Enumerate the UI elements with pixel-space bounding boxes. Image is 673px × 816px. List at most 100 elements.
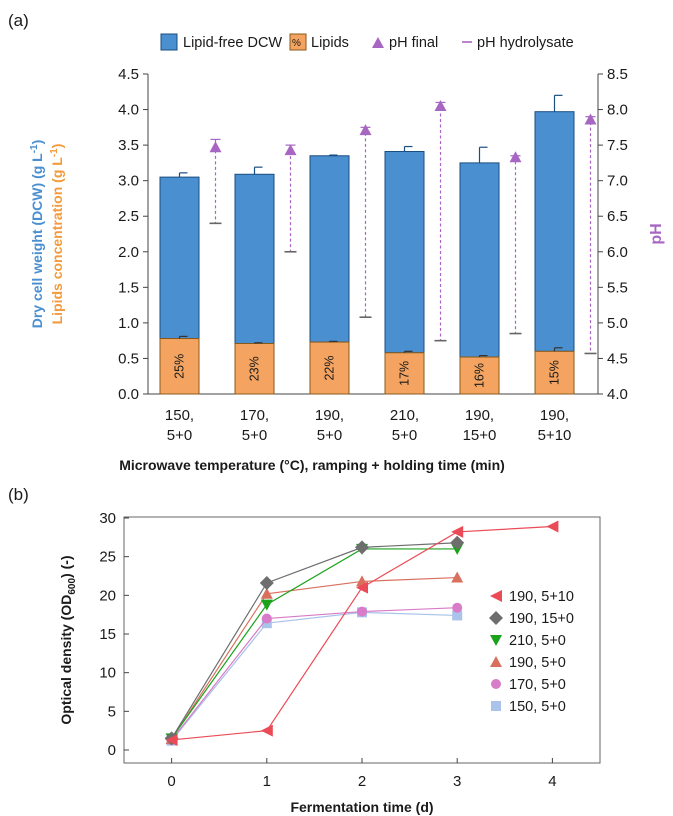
legend-label-b: 150, 5+0 [509,699,566,715]
marker-triangle-up [490,656,502,667]
legend-label-ph-hydrolysate: pH hydrolysate [477,35,574,51]
x-tick-label-b: 1 [263,773,271,790]
bar-lipids [459,356,500,395]
chart-b: 0 5 10 15 20 25 30 0 1 2 3 4 190, 5+10 190, 15+0 210,… [58,510,601,815]
y-tick-label-a-right: 7.0 [607,173,628,190]
y-tick-label-a-left: 0.0 [118,386,139,403]
lipid-percent-label: 25% [173,354,187,379]
marker-triangle-left [451,525,464,538]
legend-label-b: 190, 5+0 [509,655,566,671]
ph-final-marker [209,141,222,153]
x-axis-title-b: Fermentation time (d) [290,799,433,815]
marker-circle [452,602,463,613]
bar-lipid-free-dcw [159,176,200,340]
legend-label-lipids: Lipids [311,35,349,51]
marker-circle [261,613,272,624]
y-tick-label-a-left: 0.5 [118,350,139,367]
y-tick-label-b: 10 [99,665,116,682]
y-tick-label-a-left: 3.0 [118,173,139,190]
lipid-percent-label: 22% [323,356,337,381]
marker-diamond [355,540,369,555]
x-tick-label-a: 5+0 [392,427,417,444]
x-tick-label-b: 0 [167,773,175,790]
x-tick-label-b: 3 [453,773,461,790]
legend-marker-ph-final [372,37,384,48]
marker-triangle-down [490,635,502,646]
bar-lipid-free-dcw [459,162,500,358]
bar-lipids [159,338,200,395]
series-line-150-5-0 [171,611,458,742]
legend-label-b: 210, 5+0 [509,633,566,649]
bar-lipid-free-dcw [309,155,350,343]
y-tick-label-b: 20 [99,587,116,604]
y-axis-title-a-ph: pH [648,223,665,244]
legend-label-lipid-free-dcw: Lipid-free DCW [183,35,282,51]
marker-triangle-down [260,599,273,611]
y-tick-label-a-left: 2.0 [118,244,139,261]
series-line-170-5-0 [171,607,458,741]
x-axis-title-a: Microwave temperature (°C), ramping + ho… [119,457,505,473]
x-tick-label-a: 5+0 [317,427,342,444]
lipid-percent-label: 23% [248,356,262,381]
marker-diamond [259,575,274,590]
x-tick-label-a: 190, [465,407,494,424]
y-tick-label-a-right: 8.0 [607,102,628,119]
marker-square [452,610,463,621]
ph-final-marker [509,151,522,163]
y-tick-label-a-right: 4.0 [607,386,628,403]
bar-lipids [309,341,350,395]
x-tick-label-a: 15+0 [463,427,497,444]
x-tick-label-a: 190, [315,407,344,424]
legend-label-ph-final: pH final [389,35,438,51]
legend-label-b: 170, 5+0 [509,677,566,693]
marker-triangle-left [546,520,559,533]
y-tick-label-a-right: 6.5 [607,208,628,225]
x-tick-label-b: 4 [548,773,556,790]
lipid-percent-label: 16% [473,363,487,388]
y-tick-label-b: 25 [99,549,116,566]
y-tick-label-a-left: 2.5 [118,208,139,225]
y-tick-label-a-left: 1.5 [118,279,139,296]
x-tick-label-a: 5+10 [538,427,572,444]
legend-swatch-lipid-free-dcw [160,33,178,51]
marker-square [491,701,501,711]
x-tick-label-a: 190, [540,407,569,424]
marker-triangle-left [356,581,368,594]
series-line-190-5-0 [171,576,458,740]
marker-diamond [489,611,503,625]
marker-triangle-left [260,724,273,737]
legend-a: Lipid-free DCW % Lipids pH final pH hydr… [160,33,574,51]
lipid-percent-label: 15% [548,360,562,385]
y-tick-label-a-right: 6.0 [607,244,628,261]
ph-final-marker [434,100,447,111]
y-tick-label-a-right: 5.5 [607,279,628,296]
marker-triangle-left [165,733,178,746]
marker-triangle-up [260,587,273,599]
bar-lipid-free-dcw [534,111,575,352]
y-tick-label-a-left: 4.0 [118,102,139,119]
y-axis-title-a-dcw: Dry cell weight (DCW) (g L-1) [29,140,45,329]
x-tick-label-a: 5+0 [242,427,267,444]
marker-diamond [450,535,465,550]
bar-lipid-free-dcw [384,151,425,354]
ph-final-marker [359,124,372,136]
y-tick-label-a-right: 8.5 [607,66,628,83]
bar-lipids [534,350,575,395]
ph-final-marker [284,144,297,156]
y-tick-label-a-left: 1.0 [118,315,139,332]
x-tick-label-b: 2 [358,773,366,790]
y-tick-label-a-right: 5.0 [607,315,628,332]
marker-circle [357,606,367,617]
y-tick-label-b: 30 [99,510,116,527]
bar-lipid-free-dcw [234,173,275,345]
y-axis-title-b: Optical density (OD600) (-) [58,555,78,724]
panel-b-label: (b) [8,485,29,504]
y-tick-label-a-left: 3.5 [118,137,139,154]
y-axis-title-a-lipids: Lipids concentration (g L-1) [49,144,65,325]
legend-swatch-lipids [289,33,307,51]
legend-swatch-lipids-text: % [292,38,301,49]
x-tick-label-a: 210, [390,407,419,424]
x-tick-label-a: 5+0 [167,427,192,444]
y-tick-label-a-right: 4.5 [607,350,628,367]
